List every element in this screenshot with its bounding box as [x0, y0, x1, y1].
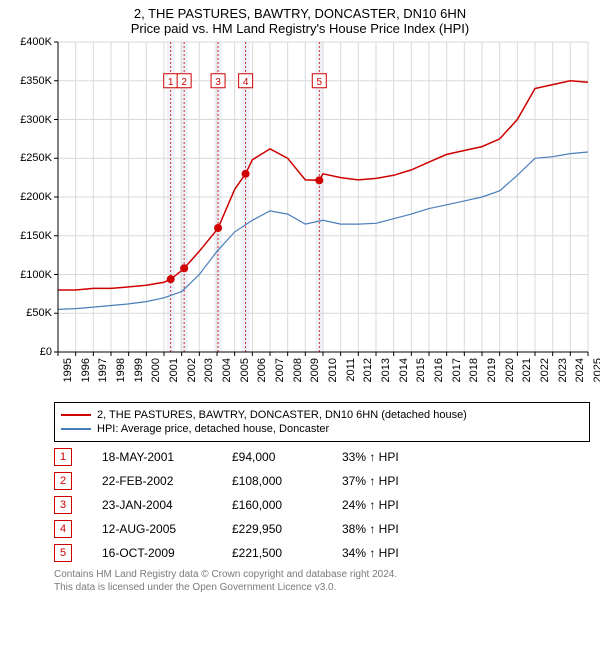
chart-area: 12 3 4 5 £0 £50K £100K £150K £200K £250K £300K £35… — [0, 38, 600, 398]
svg-text:1: 1 — [168, 77, 174, 88]
sale-price: £160,000 — [232, 498, 312, 512]
x-axis-label: 2016 — [433, 358, 445, 382]
sale-index: 4 — [54, 520, 72, 538]
x-axis-label: 2000 — [150, 358, 162, 382]
svg-text:4: 4 — [243, 77, 249, 88]
x-axis-label: 2017 — [451, 358, 463, 382]
sales-row: 1 18-MAY-2001 £94,000 33% ↑ HPI — [54, 448, 590, 466]
y-axis-label: £100K — [20, 269, 52, 281]
x-axis-label: 2006 — [256, 358, 268, 382]
y-axis-label: £250K — [20, 152, 52, 164]
title-line1: 2, THE PASTURES, BAWTRY, DONCASTER, DN10… — [0, 6, 600, 21]
sale-date: 23-JAN-2004 — [102, 498, 202, 512]
x-axis-label: 2024 — [574, 358, 586, 382]
x-axis-label: 2008 — [292, 358, 304, 382]
svg-text:3: 3 — [215, 77, 221, 88]
x-axis-label: 2019 — [486, 358, 498, 382]
sales-row: 4 12-AUG-2005 £229,950 38% ↑ HPI — [54, 520, 590, 538]
x-axis-label: 2010 — [327, 358, 339, 382]
legend-swatch — [61, 428, 91, 430]
x-axis-label: 1998 — [115, 358, 127, 382]
legend-item: 2, THE PASTURES, BAWTRY, DONCASTER, DN10… — [61, 409, 583, 421]
y-axis-label: £0 — [40, 346, 52, 358]
y-axis-label: £350K — [20, 75, 52, 87]
sale-price: £229,950 — [232, 522, 312, 536]
x-axis-label: 2023 — [557, 358, 569, 382]
x-axis-label: 1995 — [62, 358, 74, 382]
x-axis-label: 2015 — [415, 358, 427, 382]
legend-label: 2, THE PASTURES, BAWTRY, DONCASTER, DN10… — [97, 409, 467, 421]
x-axis-label: 2003 — [203, 358, 215, 382]
x-axis-label: 2007 — [274, 358, 286, 382]
sale-pct: 33% ↑ HPI — [342, 450, 432, 464]
y-axis-label: £400K — [20, 36, 52, 48]
x-axis-label: 2011 — [345, 358, 357, 382]
x-axis-label: 2013 — [380, 358, 392, 382]
sale-index: 5 — [54, 544, 72, 562]
sales-row: 2 22-FEB-2002 £108,000 37% ↑ HPI — [54, 472, 590, 490]
y-axis-label: £150K — [20, 230, 52, 242]
legend-swatch — [61, 414, 91, 416]
legend-item: HPI: Average price, detached house, Donc… — [61, 423, 583, 435]
legend-label: HPI: Average price, detached house, Donc… — [97, 423, 329, 435]
footer-line2: This data is licensed under the Open Gov… — [54, 581, 590, 594]
sale-pct: 24% ↑ HPI — [342, 498, 432, 512]
sales-table: 1 18-MAY-2001 £94,000 33% ↑ HPI 2 22-FEB-2002… — [54, 448, 590, 562]
sale-date: 12-AUG-2005 — [102, 522, 202, 536]
sale-pct: 34% ↑ HPI — [342, 546, 432, 560]
sale-price: £221,500 — [232, 546, 312, 560]
y-axis-label: £300K — [20, 114, 52, 126]
footer-line1: Contains HM Land Registry data © Crown c… — [54, 568, 590, 581]
sale-pct: 37% ↑ HPI — [342, 474, 432, 488]
sale-index: 1 — [54, 448, 72, 466]
y-axis-label: £200K — [20, 191, 52, 203]
x-axis-label: 1997 — [97, 358, 109, 382]
sales-row: 5 16-OCT-2009 £221,500 34% ↑ HPI — [54, 544, 590, 562]
x-axis-label: 2004 — [221, 358, 233, 382]
x-axis-label: 2001 — [168, 358, 180, 382]
sale-index: 2 — [54, 472, 72, 490]
title-line2: Price paid vs. HM Land Registry's House … — [0, 21, 600, 36]
sales-row: 3 23-JAN-2004 £160,000 24% ↑ HPI — [54, 496, 590, 514]
svg-text:2: 2 — [181, 77, 187, 88]
y-axis-label: £50K — [26, 307, 52, 319]
x-axis-label: 2021 — [521, 358, 533, 382]
sale-pct: 38% ↑ HPI — [342, 522, 432, 536]
sale-date: 18-MAY-2001 — [102, 450, 202, 464]
x-axis-label: 2009 — [309, 358, 321, 382]
sale-price: £94,000 — [232, 450, 312, 464]
x-axis-label: 1996 — [80, 358, 92, 382]
x-axis-label: 2025 — [592, 358, 600, 382]
sale-price: £108,000 — [232, 474, 312, 488]
legend: 2, THE PASTURES, BAWTRY, DONCASTER, DN10… — [54, 402, 590, 442]
x-axis-label: 2020 — [504, 358, 516, 382]
x-axis-label: 2014 — [398, 358, 410, 382]
sale-date: 22-FEB-2002 — [102, 474, 202, 488]
footer-attribution: Contains HM Land Registry data © Crown c… — [54, 568, 590, 594]
x-axis-label: 1999 — [133, 358, 145, 382]
sale-date: 16-OCT-2009 — [102, 546, 202, 560]
x-axis-label: 2005 — [239, 358, 251, 382]
sale-index: 3 — [54, 496, 72, 514]
x-axis-label: 2018 — [468, 358, 480, 382]
x-axis-label: 2012 — [362, 358, 374, 382]
x-axis-label: 2022 — [539, 358, 551, 382]
x-axis-label: 2002 — [186, 358, 198, 382]
svg-text:5: 5 — [317, 77, 323, 88]
